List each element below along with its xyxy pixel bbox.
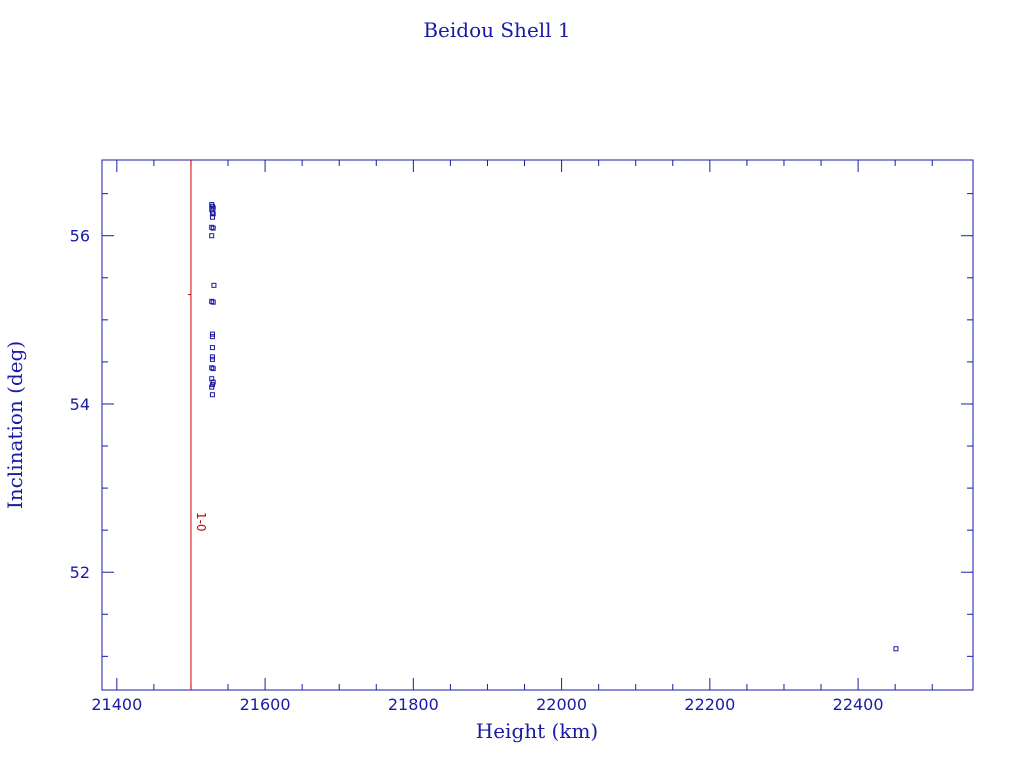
reference-line-label: 1-0 bbox=[194, 512, 208, 532]
data-point bbox=[210, 379, 216, 385]
data-point bbox=[209, 356, 215, 362]
data-point bbox=[210, 225, 216, 231]
data-point bbox=[209, 233, 215, 239]
x-axis-tick-labels: 21400 21600 21800 22000 22200 22400 bbox=[91, 695, 883, 714]
x-tick-label: 22200 bbox=[684, 695, 735, 714]
chart-title: Beidou Shell 1 bbox=[423, 18, 570, 42]
data-points bbox=[209, 202, 899, 652]
x-tick-label: 21800 bbox=[388, 695, 439, 714]
x-axis-ticks bbox=[116, 160, 933, 690]
data-point bbox=[210, 299, 216, 305]
data-point bbox=[893, 646, 899, 652]
y-axis-label: Inclination (deg) bbox=[3, 341, 27, 509]
plot-frame bbox=[101, 159, 974, 691]
data-point bbox=[209, 334, 215, 340]
data-point bbox=[209, 345, 215, 351]
data-point bbox=[209, 214, 215, 220]
y-tick-label: 52 bbox=[70, 563, 90, 582]
x-axis-label: Height (km) bbox=[476, 719, 598, 743]
data-point bbox=[209, 298, 215, 304]
data-point bbox=[210, 366, 216, 372]
data-point bbox=[209, 365, 215, 371]
data-point bbox=[211, 282, 217, 288]
data-point bbox=[209, 384, 215, 390]
x-tick-label: 21400 bbox=[91, 695, 142, 714]
y-axis-tick-labels: 52 54 56 bbox=[70, 227, 90, 583]
y-tick-label: 54 bbox=[70, 395, 90, 414]
data-point bbox=[209, 331, 215, 337]
y-axis-ticks bbox=[102, 193, 973, 657]
data-point bbox=[210, 211, 216, 217]
data-point bbox=[209, 382, 215, 388]
data-point bbox=[209, 354, 215, 360]
x-tick-label: 22000 bbox=[536, 695, 587, 714]
reference-line-group: 1-0 bbox=[187, 160, 208, 690]
data-point bbox=[209, 392, 215, 398]
data-point bbox=[209, 224, 215, 230]
y-tick-label: 56 bbox=[70, 227, 90, 246]
data-point bbox=[209, 376, 215, 382]
x-tick-label: 22400 bbox=[833, 695, 884, 714]
x-tick-label: 21600 bbox=[240, 695, 291, 714]
